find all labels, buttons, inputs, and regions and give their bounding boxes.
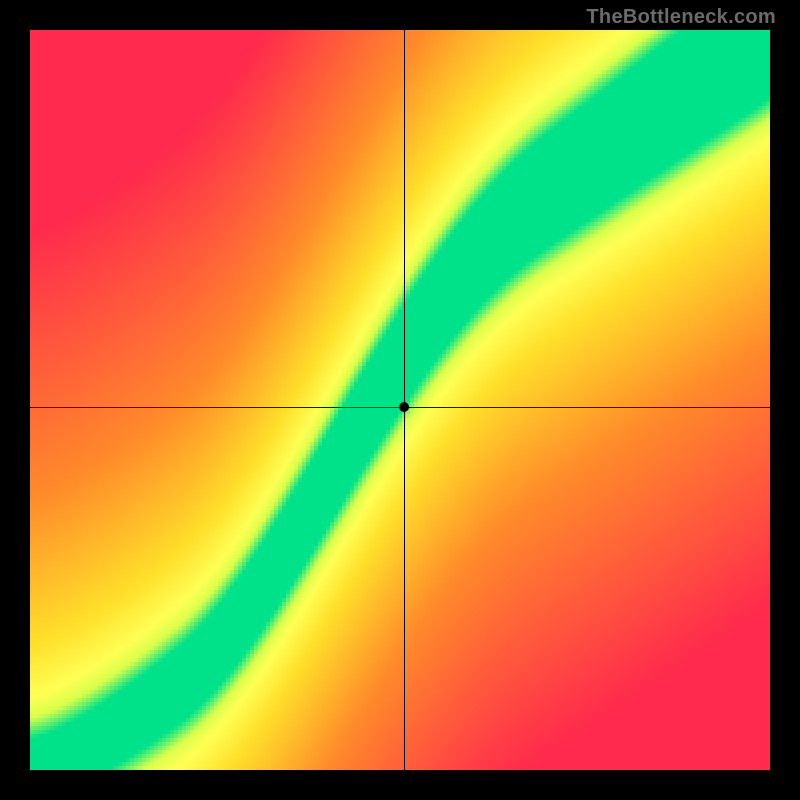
crosshair-dot: [399, 402, 409, 412]
crosshair-vertical: [404, 30, 405, 770]
plot-area: [30, 30, 770, 770]
heatmap-canvas: [30, 30, 770, 770]
chart-frame: TheBottleneck.com: [0, 0, 800, 800]
watermark-text: TheBottleneck.com: [586, 6, 776, 29]
